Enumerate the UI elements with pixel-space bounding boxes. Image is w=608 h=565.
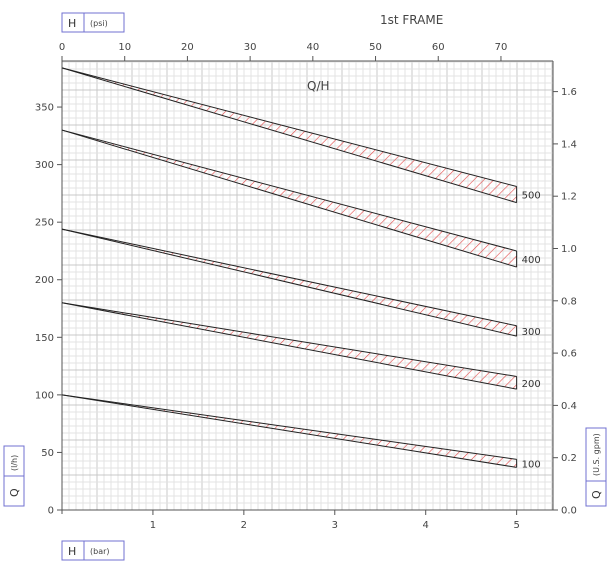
right-tick-label: 1.2 (561, 192, 577, 203)
right-tick-label: 0.4 (561, 401, 577, 412)
right-tick-label: 0.0 (561, 506, 577, 517)
series-lower-line (61, 394, 517, 468)
top-axis-unit: (psi) (90, 19, 108, 28)
series-lower-line (61, 302, 517, 390)
right-tick-label: 1.6 (561, 87, 577, 98)
right-tick-label: 1.4 (561, 139, 577, 150)
top-axis-symbol: H (68, 17, 76, 30)
left-axis-symbol: Q (8, 488, 21, 497)
plot-axes (57, 56, 558, 515)
tick-labels: 0501001502002503003500.00.20.40.60.81.01… (35, 42, 577, 531)
top-tick-label: 0 (59, 42, 65, 53)
left-axis-unit: (l/h) (10, 455, 19, 471)
left-tick-label: 100 (35, 390, 54, 401)
bottom-tick-label: 3 (332, 520, 338, 531)
series-band-100: 100 (61, 394, 541, 470)
top-tick-label: 70 (495, 42, 508, 53)
right-tick-label: 0.2 (561, 453, 577, 464)
series-band-500: 500 (61, 67, 541, 204)
series-label: 400 (522, 255, 541, 266)
top-tick-label: 20 (181, 42, 194, 53)
series-upper-line (61, 228, 517, 327)
series-label: 200 (522, 379, 541, 390)
series-upper-line (61, 129, 517, 252)
series-band-200: 200 (61, 302, 541, 390)
left-tick-label: 0 (48, 506, 54, 517)
right-axis-symbol: Q (590, 490, 603, 499)
left-tick-label: 250 (35, 218, 54, 229)
top-tick-label: 40 (306, 42, 319, 53)
bottom-axis-label-box: H (bar) (61, 540, 125, 561)
series-upper-line (61, 302, 517, 377)
series-label: 300 (522, 327, 541, 338)
top-axis-label-box: H (psi) (61, 12, 125, 33)
left-tick-label: 150 (35, 333, 54, 344)
right-tick-label: 0.6 (561, 349, 577, 360)
right-tick-label: 1.0 (561, 244, 577, 255)
left-tick-label: 300 (35, 160, 54, 171)
series-lower-line (61, 67, 517, 204)
series-label: 100 (522, 459, 541, 470)
bottom-tick-label: 4 (423, 520, 429, 531)
series-band-300: 300 (61, 228, 541, 338)
series-label: 500 (522, 191, 541, 202)
right-axis-label-box: Q (U.S. gpm) (585, 427, 607, 507)
top-tick-label: 30 (244, 42, 257, 53)
left-tick-label: 350 (35, 103, 54, 114)
bottom-tick-label: 1 (150, 520, 156, 531)
series-band-400: 400 (61, 129, 541, 268)
bottom-tick-label: 2 (241, 520, 247, 531)
left-tick-label: 200 (35, 275, 54, 286)
top-tick-label: 60 (432, 42, 445, 53)
left-tick-label: 50 (41, 448, 54, 459)
top-tick-label: 10 (118, 42, 131, 53)
plot-label: Q/H (307, 79, 330, 93)
right-axis-unit: (U.S. gpm) (592, 433, 601, 476)
series-bands: 100 200 300 400 500 (61, 67, 541, 470)
left-axis-label-box: Q (l/h) (3, 445, 25, 507)
bottom-tick-label: 5 (513, 520, 519, 531)
chart-title: 1st FRAME (380, 13, 443, 27)
top-tick-label: 50 (369, 42, 382, 53)
bottom-axis-unit: (bar) (90, 547, 110, 556)
series-upper-line (61, 394, 517, 460)
series-upper-line (61, 67, 517, 187)
bottom-axis-symbol: H (68, 545, 76, 558)
right-tick-label: 0.8 (561, 296, 577, 307)
series-lower-line (61, 129, 517, 268)
series-lower-line (61, 228, 517, 337)
